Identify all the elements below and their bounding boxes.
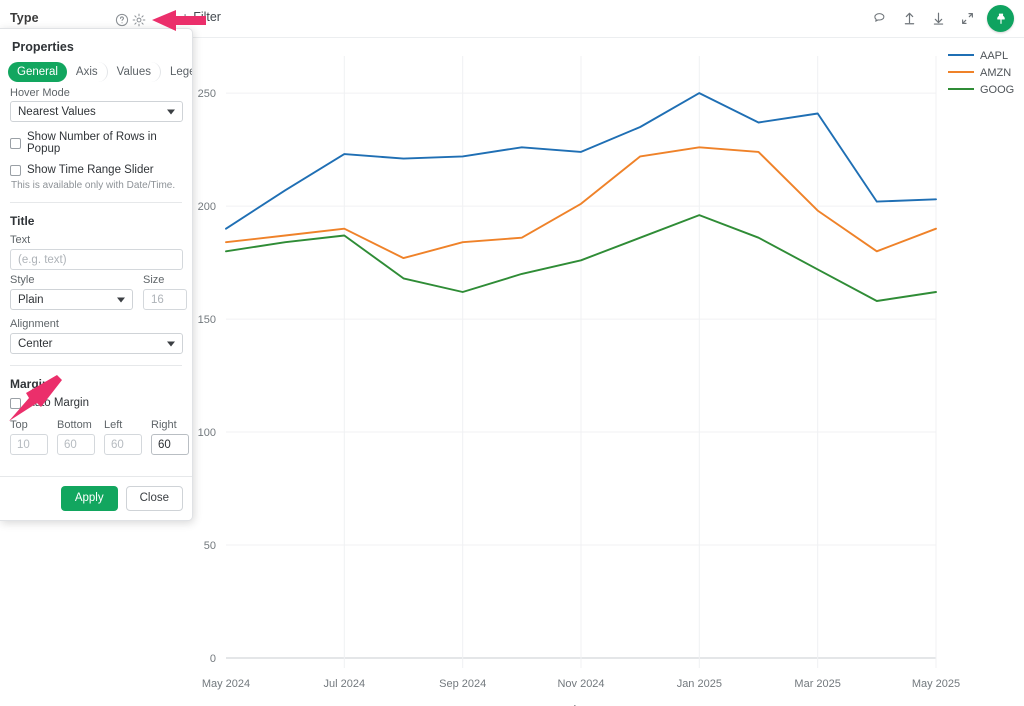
toolbar-left-group: Type (10, 11, 39, 25)
plus-icon: + (181, 9, 190, 25)
series-line-amzn[interactable] (225, 146, 937, 260)
show-rows-in-popup-label: Show Number of Rows in Popup (27, 131, 157, 155)
divider-margin (10, 365, 182, 366)
add-filter-button[interactable]: + Filter (181, 10, 221, 24)
margin-top-input[interactable]: 10 (10, 434, 48, 455)
download-icon[interactable] (929, 10, 947, 28)
auto-margin-label: Auto Margin (27, 397, 90, 409)
margin-top-cell: Top 10 (10, 417, 48, 455)
margin-bottom-label: Bottom (57, 419, 92, 431)
filter-label: Filter (193, 10, 221, 24)
close-button[interactable]: Close (125, 486, 183, 511)
chevron-down-icon (117, 297, 125, 302)
y-tick-label: 250 (198, 88, 216, 100)
properties-popover: Properties General Axis Values Legend Ho… (0, 28, 193, 521)
margin-left-input[interactable]: 60 (104, 434, 142, 455)
series-line-aapl[interactable] (225, 92, 937, 230)
type-label: Type (10, 11, 39, 25)
show-time-range-slider-label: Show Time Range Slider (27, 164, 154, 176)
show-rows-in-popup-row[interactable]: Show Number of Rows in Popup (10, 131, 182, 155)
x-tick-label: May 2024 (202, 678, 250, 690)
title-text-input[interactable]: (e.g. text) (10, 249, 183, 270)
pin-button[interactable] (987, 5, 1014, 32)
title-style-value: Plain (18, 293, 44, 306)
margin-bottom-input[interactable]: 60 (57, 434, 95, 455)
x-tick-label: Nov 2024 (557, 678, 604, 690)
title-alignment-label: Alignment (10, 318, 59, 330)
panel-tabs: General Axis Values Legend (0, 62, 192, 82)
x-tick-label: Mar 2025 (794, 678, 840, 690)
x-tick-label: May 2025 (912, 678, 960, 690)
show-rows-in-popup-checkbox[interactable] (10, 137, 21, 149)
upload-icon[interactable] (900, 10, 918, 28)
legend-label-goog[interactable]: GOOG (980, 84, 1014, 96)
panel-body: Hover Mode Nearest Values Show Number of… (0, 88, 192, 455)
y-tick-label: 0 (210, 653, 216, 665)
tab-axis[interactable]: Axis (67, 62, 108, 82)
margin-top-label: Top (10, 419, 28, 431)
margin-fields: Top 10 Bottom 60 Left 60 Right 60 (10, 417, 189, 455)
panel-footer: Apply Close (0, 476, 192, 520)
title-size-input[interactable]: 16 (143, 289, 187, 310)
line-chart[interactable]: 0 50 100 150 200 250 May 2024 Jul 2024 Sep 2024 N… (0, 38, 1024, 706)
apply-button[interactable]: Apply (60, 486, 118, 511)
y-tick-label: 150 (198, 314, 216, 326)
gear-icon[interactable] (129, 10, 149, 30)
hover-mode-select[interactable]: Nearest Values (10, 101, 183, 122)
chevron-down-icon (167, 109, 175, 114)
margin-right-cell: Right 60 (151, 417, 189, 455)
hover-mode-label: Hover Mode (10, 88, 70, 97)
y-tick-label: 100 (198, 427, 216, 439)
margin-right-input[interactable]: 60 (151, 434, 189, 455)
tab-legend[interactable]: Legend (169, 66, 192, 78)
style-size-row: Style Plain Size 16 (10, 272, 187, 310)
title-alignment-select[interactable]: Center (10, 333, 183, 354)
margin-bottom-cell: Bottom 60 (57, 417, 95, 455)
legend-label-aapl[interactable]: AAPL (980, 50, 1008, 62)
expand-icon[interactable] (958, 10, 976, 28)
legend-label-amzn[interactable]: AMZN (980, 67, 1011, 79)
margin-left-cell: Left 60 (104, 417, 142, 455)
x-tick-label: Jan 2025 (677, 678, 722, 690)
title-text-label: Text (10, 234, 31, 246)
time-range-hint: This is available only with Date/Time. (11, 180, 176, 191)
panel-title: Properties (12, 40, 74, 54)
margin-right-label: Right (151, 419, 177, 431)
auto-margin-checkbox[interactable] (10, 397, 21, 409)
title-style-label: Style (10, 274, 35, 286)
y-tick-label: 50 (204, 540, 216, 552)
divider-title (10, 202, 182, 203)
tab-values[interactable]: Values (108, 62, 161, 82)
y-tick-label: 200 (198, 201, 216, 213)
x-tick-label: Jul 2024 (324, 678, 366, 690)
series-line-goog[interactable] (225, 214, 937, 302)
toolbar-right-group (871, 5, 1014, 32)
title-alignment-value: Center (18, 337, 53, 350)
show-time-range-slider-row[interactable]: Show Time Range Slider (10, 164, 182, 176)
auto-margin-row[interactable]: Auto Margin (10, 397, 182, 409)
hover-mode-value: Nearest Values (18, 105, 96, 118)
title-size-label: Size (143, 274, 165, 286)
help-circle-icon[interactable] (112, 10, 132, 30)
title-section-heading: Title (10, 214, 35, 228)
x-tick-label: Sep 2024 (439, 678, 486, 690)
tab-general[interactable]: General (8, 62, 67, 82)
title-style-select[interactable]: Plain (10, 289, 133, 310)
margin-left-label: Left (104, 419, 123, 431)
chevron-down-icon (167, 341, 175, 346)
comment-icon[interactable] (871, 10, 889, 28)
margin-section-heading: Margin (10, 377, 50, 391)
show-time-range-slider-checkbox[interactable] (10, 164, 21, 176)
